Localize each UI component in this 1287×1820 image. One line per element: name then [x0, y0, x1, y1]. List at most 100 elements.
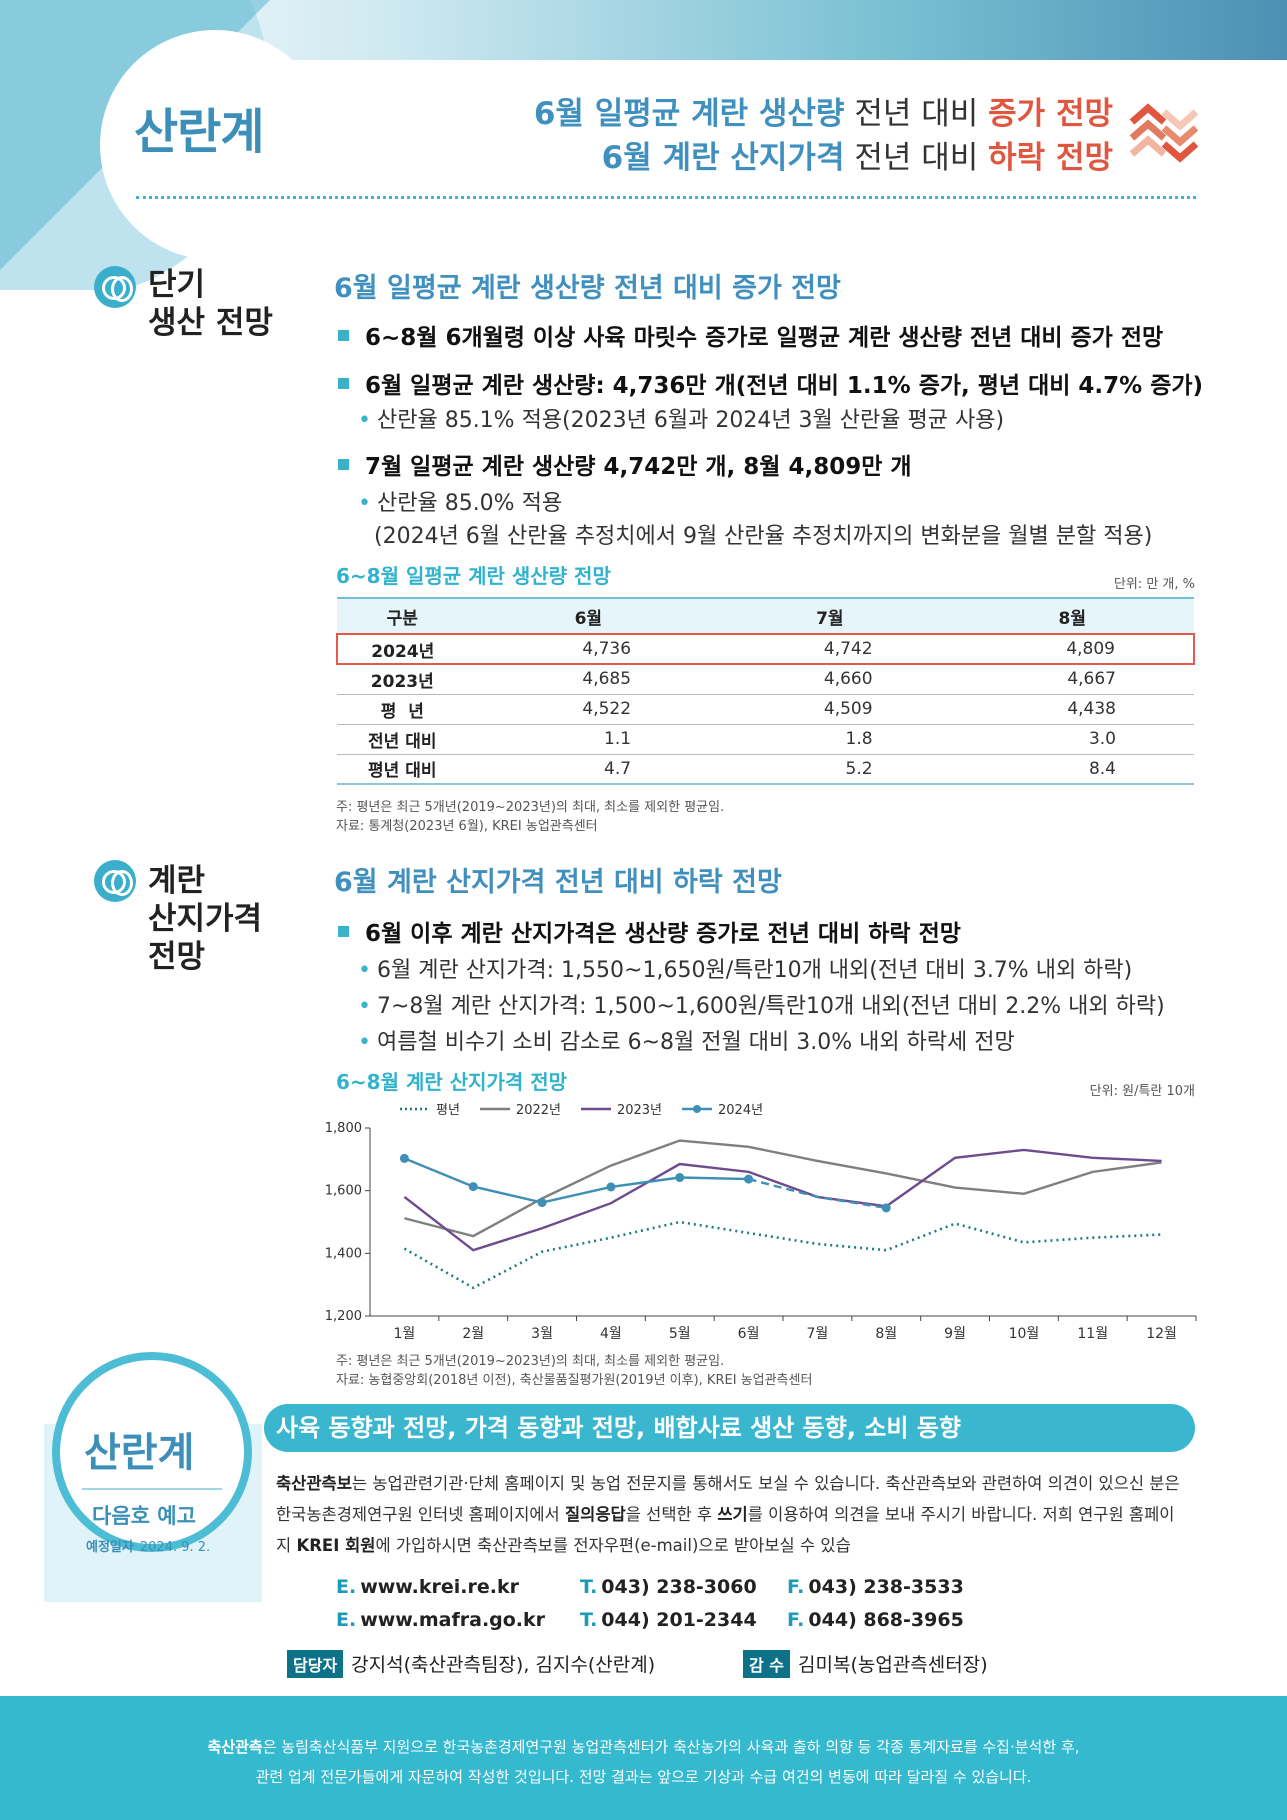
up-down-chevrons-icon: [1129, 103, 1198, 163]
sub-bullet-item: 여름철 비수기 소비 감소로 6~8월 전월 대비 3.0% 내외 하락세 전망: [358, 1024, 1015, 1056]
table-row: 2023년 4,685 4,660 4,667: [337, 664, 1194, 695]
table-row: 평 년 4,522 4,509 4,438: [337, 694, 1194, 725]
legend-item: 2024년: [682, 1099, 763, 1118]
bullet-item: 6월 이후 계란 산지가격은 생산량 증가로 전년 대비 하락 전망: [338, 914, 961, 948]
series-forecast-line: [748, 1177, 887, 1210]
section-label: 계란 산지가격 전망: [148, 863, 263, 975]
sub-bullet-item: 6월 계란 산지가격: 1,550~1,650원/특란10개 내외(전년 대비 …: [358, 952, 1132, 984]
table-cell: 4,736: [467, 633, 710, 665]
legend-item: 2022년: [479, 1099, 561, 1118]
production-table: 구분 6월 7월 8월 2024년 4,736 4,742 4,809 2023…: [336, 597, 1196, 785]
series-line: [404, 1139, 1162, 1238]
table-cell: 3.0: [950, 724, 1194, 755]
staff-tag: 담당자: [287, 1650, 344, 1678]
sub-bullet-item: 7~8월 계란 산지가격: 1,500~1,600원/특란10개 내외(전년 대…: [358, 988, 1165, 1020]
website-link[interactable]: E. www.krei.re.kr: [336, 1576, 519, 1598]
legend-swatch: [682, 1104, 713, 1113]
legend-item: 2023년: [580, 1099, 662, 1118]
table-row: 전년 대비 1.1 1.8 3.0: [337, 724, 1194, 755]
x-tick-label: 3월: [531, 1326, 553, 1342]
website-link[interactable]: E. www.mafra.go.kr: [336, 1609, 546, 1631]
bullet-item: 6~8월 6개월령 이상 사육 마릿수 증가로 일평균 계란 생산량 전년 대비…: [338, 318, 1163, 352]
x-tick-label: 10월: [1009, 1326, 1040, 1342]
x-tick-label: 4월: [600, 1326, 622, 1342]
section-icon: [94, 860, 136, 902]
chart-title: 6~8월 계란 산지가격 전망: [336, 1070, 568, 1094]
x-tick-label: 6월: [738, 1326, 760, 1342]
table-cell: 4,667: [950, 664, 1194, 695]
brand-title: 산란계: [134, 104, 264, 160]
series-line: [403, 1148, 1162, 1252]
table-unit: 단위: 만 개, %: [1113, 577, 1195, 592]
row-header: 전년 대비: [337, 724, 468, 755]
table-cell: 1.1: [467, 724, 710, 755]
table-cell: 4,742: [709, 633, 951, 665]
y-tick-label: 1,800: [326, 1121, 362, 1136]
table-notes: 주: 평년은 최근 5개년(2019~2023년)의 최대, 최소를 제외한 평…: [336, 800, 725, 834]
phone-number: T. 043) 238-3060: [580, 1576, 757, 1598]
next-issue-label: 다음호 예고: [92, 1504, 196, 1528]
row-header: 2024년: [336, 633, 468, 665]
supervisor-tag: 감 수: [743, 1650, 791, 1678]
legend-swatch: [400, 1107, 430, 1110]
series-line: [403, 1157, 749, 1204]
phone-number: T. 044) 201-2344: [580, 1609, 757, 1631]
x-tick-label: 2월: [462, 1326, 484, 1342]
x-tick-label: 8월: [875, 1326, 897, 1342]
fax-number: F. 043) 238-3533: [787, 1576, 964, 1598]
data-point: [606, 1182, 616, 1192]
sub-bullet-continuation: (2024년 6월 산란율 추정치에서 9월 산란율 추정치까지의 변화분을 월…: [374, 524, 1153, 549]
table-cell: 4.7: [467, 754, 710, 785]
legend-item: 평년: [400, 1099, 460, 1118]
section-icon: [94, 266, 136, 308]
table-cell: 4,685: [467, 664, 710, 695]
row-header: 평 년: [337, 694, 468, 725]
fax-number: F. 044) 868-3965: [787, 1609, 964, 1631]
row-header: 평년 대비: [337, 754, 468, 785]
data-point: [675, 1173, 685, 1183]
table-cell: 4,509: [709, 694, 951, 725]
data-point: [468, 1182, 478, 1192]
x-tick-label: 9월: [944, 1326, 966, 1342]
data-point: [744, 1174, 754, 1184]
x-tick-label: 1월: [394, 1326, 416, 1342]
data-point: [881, 1203, 891, 1213]
x-tick-label: 12월: [1146, 1326, 1177, 1342]
table-row: 평년 대비 4.7 5.2 8.4: [337, 754, 1194, 785]
section-label: 단기 생산 전망: [148, 267, 273, 341]
x-tick-label: 5월: [669, 1326, 691, 1342]
table-cell: 5.2: [709, 754, 951, 785]
table-row-highlighted: 2024년 4,736 4,742 4,809: [336, 633, 1196, 665]
sub-bullet-item: 산란율 85.0% 적용: [358, 485, 562, 517]
legend-swatch: [479, 1107, 510, 1110]
section-heading: 6월 계란 산지가격 전년 대비 하락 전망: [334, 867, 782, 898]
y-tick-label: 1,400: [326, 1246, 362, 1261]
headline-line-1: 6월 일평균 계란 생산량 전년 대비 증가 전망: [533, 96, 1113, 132]
badge-divider: [82, 1488, 222, 1490]
x-tick-label: 7월: [807, 1326, 829, 1342]
sub-bullet-item: 산란율 85.1% 적용(2023년 6월과 2024년 3월 산란율 평균 사…: [358, 402, 1004, 434]
section-heading: 6월 일평균 계란 생산량 전년 대비 증가 전망: [334, 273, 841, 304]
y-tick-label: 1,200: [326, 1309, 362, 1324]
table-cell: 4,438: [950, 694, 1194, 725]
row-header: 2023년: [337, 664, 468, 695]
table-cell: 4,809: [950, 633, 1196, 665]
table-cell: 1.8: [709, 724, 951, 755]
footer-line-1: 축산관측은 농림축산식품부 지원으로 한국농촌경제연구원 농업관측센터가 축산농…: [207, 1738, 1080, 1756]
data-point: [399, 1153, 409, 1163]
next-issue-date: 예정일자 2024. 9. 2.: [86, 1540, 211, 1555]
chart-legend: 평년 2022년 2023년 2024년: [400, 1099, 763, 1118]
table-cell: 4,522: [467, 694, 710, 725]
column-header: 구분: [337, 597, 468, 635]
bullet-item: 6월 일평균 계란 생산량: 4,736만 개(전년 대비 1.1% 증가, 평…: [338, 366, 1203, 400]
table-header-row: 구분 6월 7월 8월: [337, 597, 1194, 635]
headline-line-2: 6월 계란 산지가격 전년 대비 하락 전망: [601, 140, 1113, 176]
chart-unit: 단위: 원/특란 10개: [1089, 1084, 1195, 1099]
chart-notes: 주: 평년은 최근 5개년(2019~2023년)의 최대, 최소를 제외한 평…: [336, 1354, 813, 1388]
info-paragraph: 축산관측보는 농업관련기관·단체 홈페이지 및 농업 전문지를 통해서도 보실 …: [276, 1474, 1180, 1555]
headline: 6월 일평균 계란 생산량 전년 대비 증가 전망 6월 계란 산지가격 전년 …: [534, 92, 1113, 180]
footer: 축산관측은 농림축산식품부 지원으로 한국농촌경제연구원 농업관측센터가 축산농…: [0, 1696, 1287, 1820]
column-header: 6월: [467, 597, 710, 635]
series-line: [403, 1220, 1162, 1290]
staff-contact: 담당자 강지석(축산관측팀장), 김지수(산란계): [287, 1650, 655, 1678]
